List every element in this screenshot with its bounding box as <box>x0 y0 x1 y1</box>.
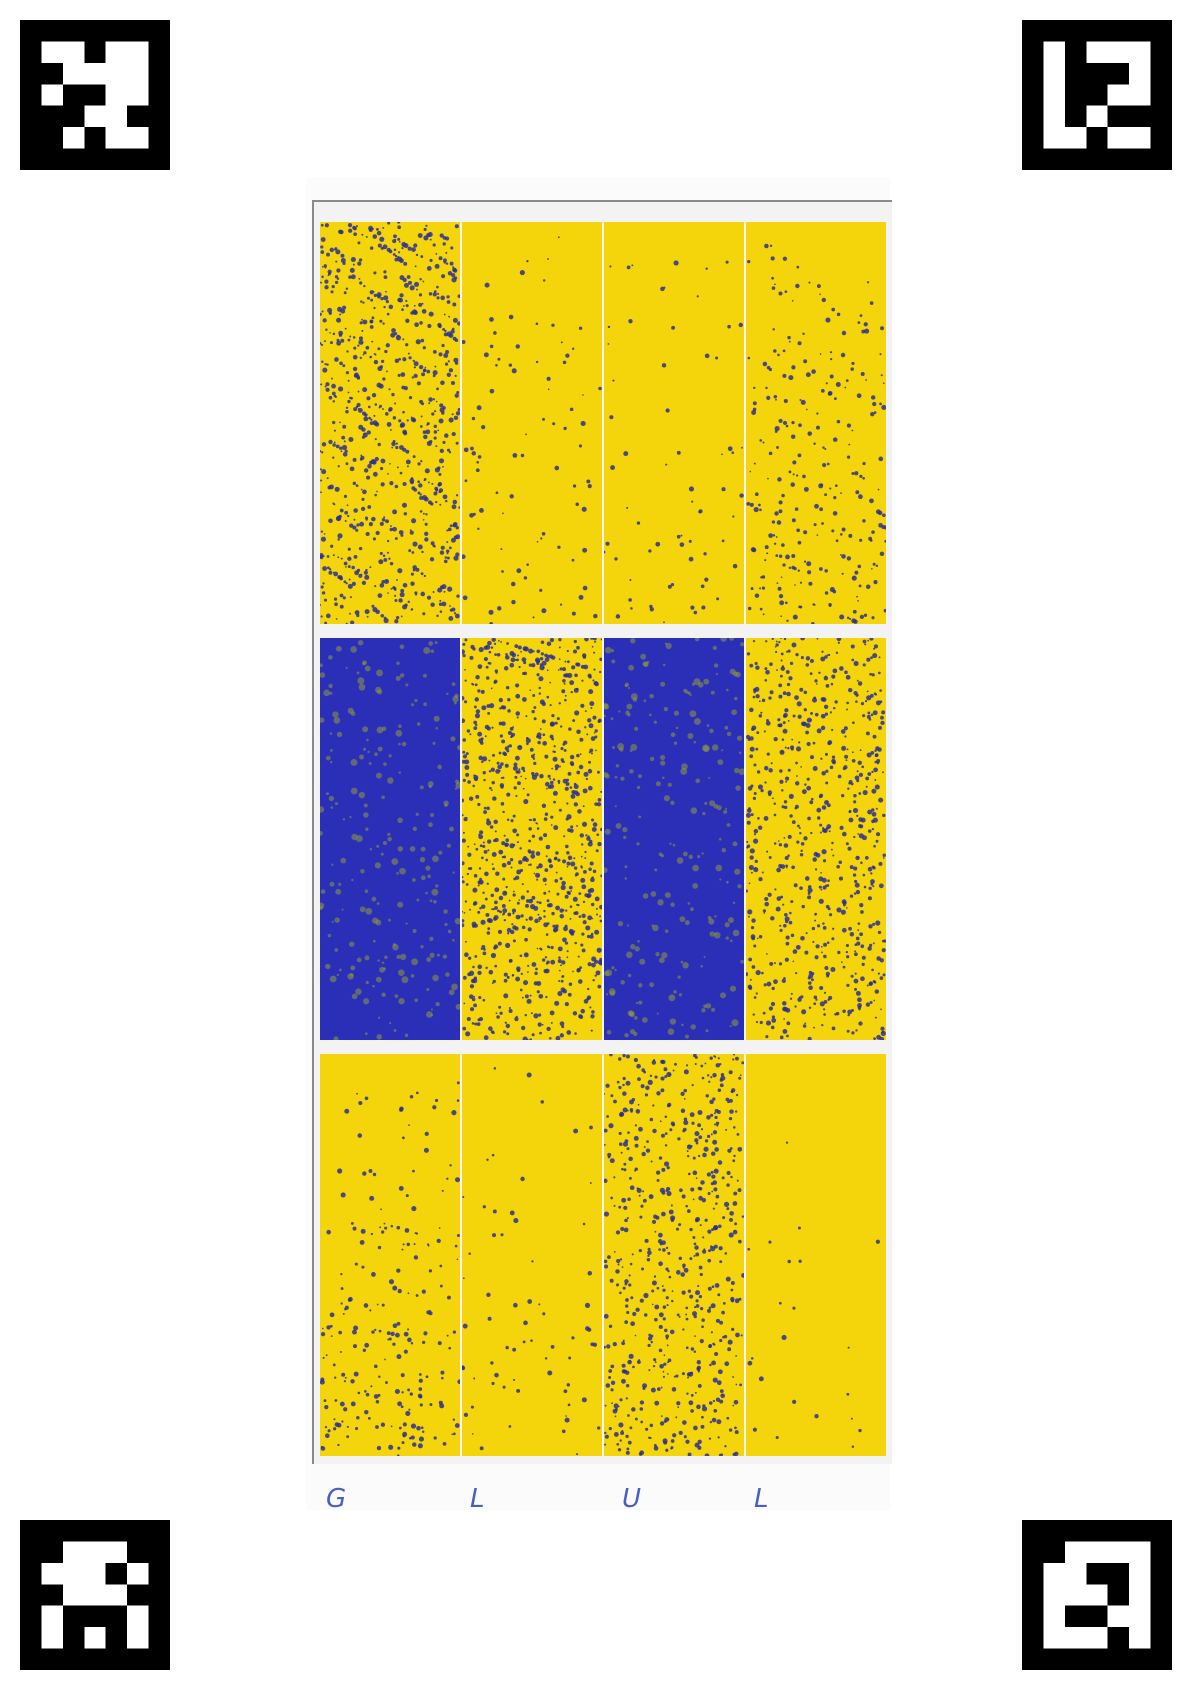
handwritten-label-1: G <box>326 1484 347 1514</box>
test-strip-r3-c2 <box>462 1054 602 1456</box>
handwritten-label-2: L <box>470 1484 485 1514</box>
fiducial-marker-top-right <box>1022 20 1172 170</box>
test-strip-r1-c1 <box>320 222 460 624</box>
scanned-sheet: G L U L <box>306 178 892 1514</box>
handwritten-label-4: L <box>754 1484 769 1514</box>
test-strip-r1-c4 <box>746 222 886 624</box>
test-strip-r3-c1 <box>320 1054 460 1456</box>
fiducial-marker-top-left <box>20 20 170 170</box>
test-strip-r2-c2 <box>462 638 602 1040</box>
test-strip-r2-c1 <box>320 638 460 1040</box>
fiducial-marker-bottom-left <box>20 1520 170 1670</box>
test-strip-r3-c3 <box>604 1054 744 1456</box>
test-strip-r3-c4 <box>746 1054 886 1456</box>
test-strip-grid <box>320 222 890 1456</box>
test-strip-r1-c2 <box>462 222 602 624</box>
test-strip-r1-c3 <box>604 222 744 624</box>
fiducial-marker-bottom-right <box>1022 1520 1172 1670</box>
test-strip-r2-c3 <box>604 638 744 1040</box>
test-strip-r2-c4 <box>746 638 886 1040</box>
handwritten-labels: G L U L <box>306 1484 890 1514</box>
handwritten-label-3: U <box>622 1484 642 1514</box>
